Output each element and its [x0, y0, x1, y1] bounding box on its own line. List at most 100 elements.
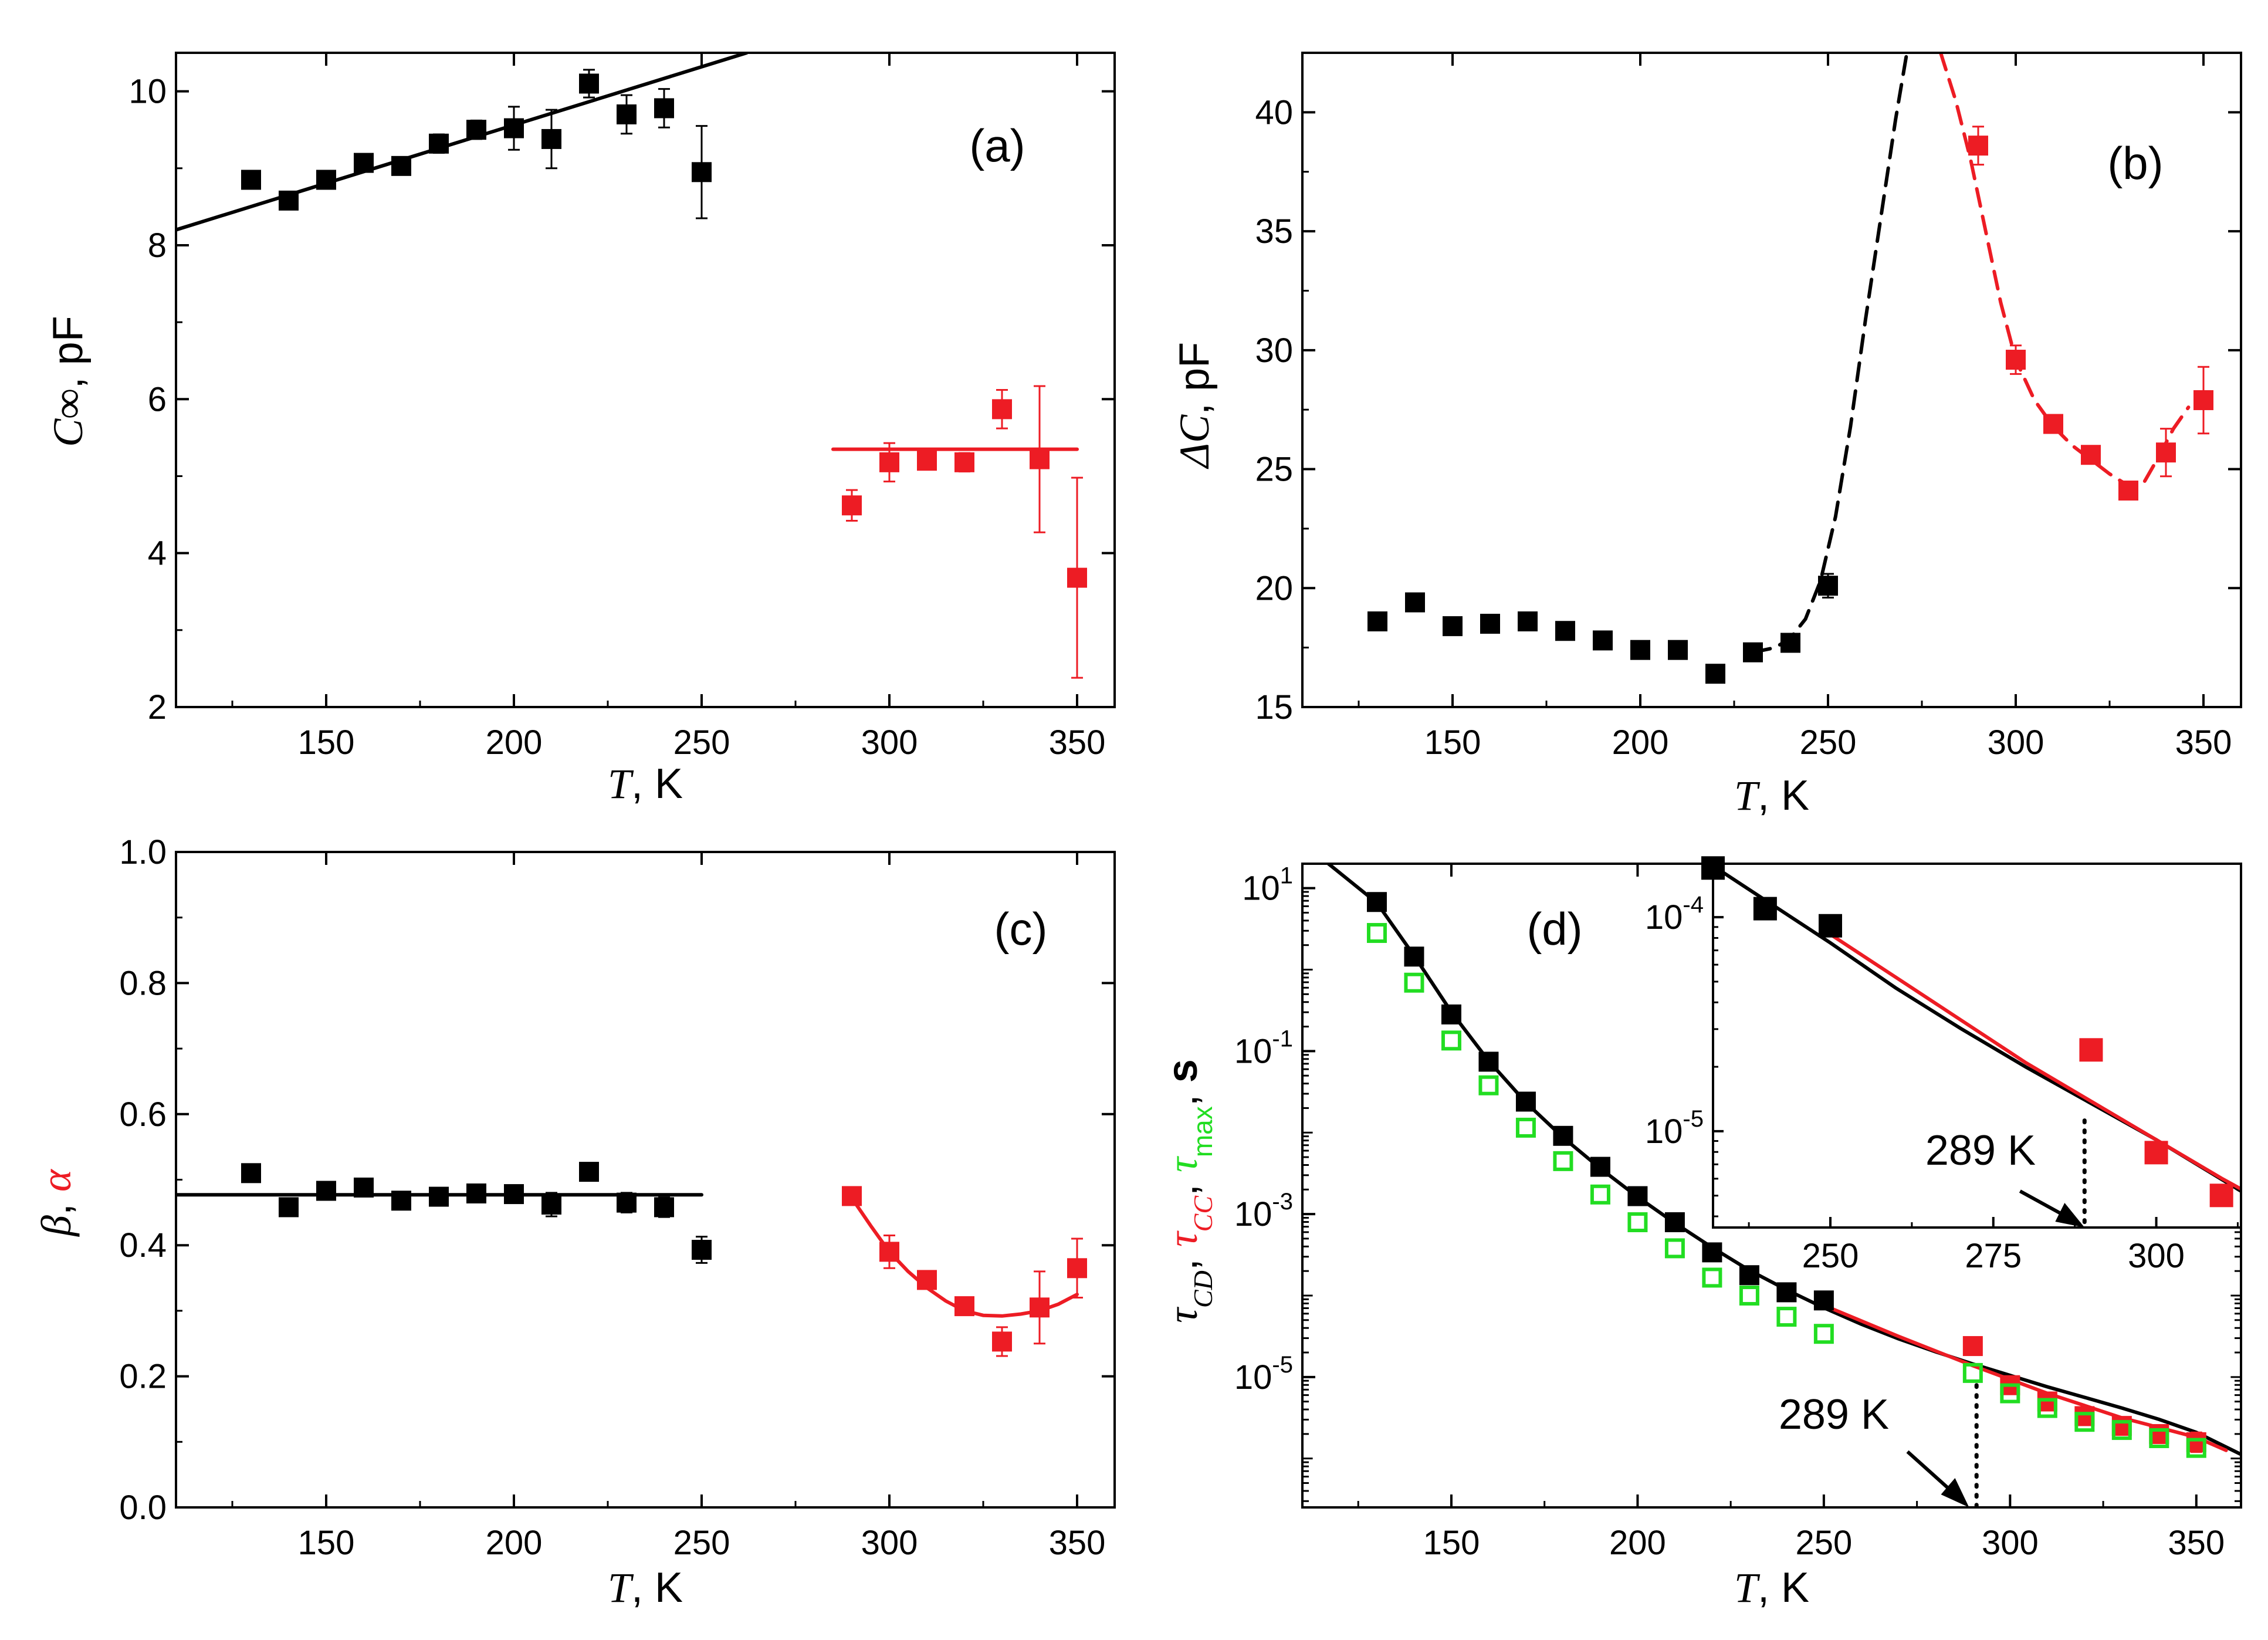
panel-d-inset-point-tau_CD_inset: [1819, 914, 1842, 938]
panel-a-point-red: [842, 495, 862, 516]
panel-a-xlabel-var: T: [608, 760, 634, 807]
panel-a-xtick-label: 150: [298, 723, 355, 762]
panel-d-ylabel-sub-max: max: [1187, 1106, 1218, 1157]
panel-d-point-tau_max: [1664, 1238, 1685, 1259]
panel-a-xlabel: T, K: [608, 760, 683, 807]
panel-d-point-tau_max: [1441, 1030, 1461, 1051]
panel-c-ytick-label: 0.6: [119, 1095, 167, 1134]
panel-d-point-tau_max: [2186, 1438, 2206, 1458]
panel-a-point-black: [692, 162, 712, 182]
panel-a-point-black: [466, 120, 486, 140]
panel-d-inset-arrow-head: [2055, 1203, 2085, 1228]
panel-d-point-tau_CD: [1478, 1051, 1499, 1072]
panel-d-point-tau_max: [2000, 1383, 2020, 1404]
panel-d-inset-ytick-label: 10-4: [1645, 892, 1704, 936]
panel-b-point-black: [1593, 630, 1613, 651]
panel-c-xtick-label: 300: [861, 1524, 918, 1562]
panel-d-point-tau_max: [1962, 1362, 1983, 1383]
panel-d-inset-point-tau_CC_inset: [2209, 1183, 2233, 1208]
panel-b-point-red: [1968, 136, 1988, 156]
panel-c-point-red: [954, 1296, 974, 1317]
panel-d-ytick-exp: -1: [1272, 1026, 1293, 1051]
panel-c-point-black: [279, 1197, 299, 1218]
panel-c-point-red: [1030, 1297, 1050, 1318]
panel-d-point-tau_CD: [1515, 1091, 1536, 1112]
panel-d-point-tau_max: [2037, 1398, 2057, 1418]
panel-d-inset-ytick-base: 10: [1645, 1113, 1683, 1151]
panel-c-point-black: [692, 1240, 712, 1260]
panel-b-line-red-dashed: [1939, 53, 2191, 488]
panel-d-point-tau_CD: [1627, 1186, 1648, 1206]
panel-c-xlabel: T, K: [608, 1564, 683, 1611]
panel-d-xlabel-unit: , K: [1758, 1564, 1809, 1611]
panel-b-xlabel: T, K: [1734, 772, 1809, 819]
panel-a-ytick-label: 6: [148, 380, 167, 418]
panel-b-xlabel-unit: , K: [1758, 772, 1809, 819]
panel-b-xtick-label: 150: [1424, 723, 1481, 762]
panel-c-marks: 150 200 250 300 350 0.0 0.2 0.4 0.6 0.8 1.0: [119, 833, 1115, 1562]
panel-a-point-black: [241, 170, 261, 190]
panel-c-point-black: [429, 1186, 449, 1207]
panel-d-annotation: 289 K: [1779, 1391, 1889, 1438]
panel-a-ylabel-var: C: [45, 418, 92, 447]
panel-b-point-black: [1630, 640, 1650, 660]
panel-d-ytick-base: 10: [1234, 1032, 1272, 1070]
panel-d-xtick-label: 350: [2168, 1524, 2225, 1562]
panel-c-ytick-label: 0.0: [119, 1489, 167, 1527]
panel-b-point-red: [2193, 390, 2213, 410]
panel-c-point-black: [241, 1163, 261, 1183]
panel-a-point-red: [992, 399, 1012, 420]
panel-b-point-red: [2043, 414, 2063, 434]
panel-a-marks: 150 200 250 300 350 2 4 6 8 10: [128, 53, 1115, 762]
panel-a-xtick-label: 250: [673, 723, 730, 762]
panel-c-ytick-label: 0.4: [119, 1226, 167, 1264]
panel-d-ytick-exp: -3: [1272, 1189, 1293, 1215]
panel-d-point-tau_max: [1813, 1324, 1834, 1344]
panel-d-inset-xtick-label: 250: [1802, 1237, 1859, 1275]
panel-a-ytick-label: 2: [148, 688, 167, 726]
panel-b-point-black: [1405, 592, 1425, 613]
panel-d-ytick-label: 10-5: [1234, 1352, 1293, 1396]
panel-c-point-black: [466, 1183, 486, 1203]
panel-d-inset-ytick-label: 10-5: [1645, 1106, 1704, 1151]
panel-a-ytick-label: 8: [148, 226, 167, 265]
panel-b-point-black: [1518, 611, 1538, 632]
panel-c-point-red: [917, 1270, 937, 1290]
panel-c-ytick-label: 0.2: [119, 1358, 167, 1396]
panel-d-inset-xtick-label: 300: [2128, 1237, 2185, 1275]
panel-d-xtick-label: 300: [1982, 1524, 2039, 1562]
panel-c-ylabel-sep: ,: [33, 1192, 80, 1215]
panel-a-frame: [175, 52, 1116, 708]
panel-b-frame: [1301, 52, 2242, 708]
panel-d-point-tau_max: [1739, 1285, 1759, 1306]
panel-b-ytick-label: 35: [1255, 212, 1293, 251]
panel-d-point-tau_max: [1590, 1184, 1610, 1205]
panel-b-point-black: [1780, 633, 1800, 653]
panel-c-xtick-label: 150: [298, 1524, 355, 1562]
panel-a-xtick-label: 200: [486, 723, 543, 762]
panel-b-marks: 150 200 250 300 350 15 20 25 30 35 40: [1255, 53, 2241, 762]
panel-c-point-red: [992, 1331, 1012, 1352]
panel-d-point-tau_CD: [1404, 946, 1424, 967]
panel-c-point-red: [879, 1242, 899, 1262]
panel-a-ytick-label: 10: [128, 73, 167, 111]
panel-a-point-black: [429, 133, 449, 154]
panel-d-arrow-head: [1941, 1478, 1969, 1507]
panel-c-xlabel-var: T: [608, 1564, 634, 1611]
panel-d-point-tau_max: [1478, 1075, 1499, 1095]
panel-c-xtick-label: 250: [673, 1524, 730, 1562]
panel-c-point-black: [316, 1181, 336, 1201]
panel-d-ylabel-tau-max: τ: [1159, 1156, 1206, 1172]
panel-c-point-black: [654, 1197, 674, 1218]
panel-d-ylabel-sub-cd: CD: [1188, 1270, 1218, 1308]
panel-a-point-black: [617, 104, 637, 124]
panel-b: 150 200 250 300 350 15 20 25 30 35 40 (b) T, K ΔC,…: [1171, 52, 2242, 819]
panel-b-xlabel-var: T: [1734, 772, 1761, 819]
panel-d-xlabel: T, K: [1734, 1564, 1809, 1611]
panel-d-point-tau_max: [1404, 972, 1424, 993]
panel-b-point-black: [1818, 576, 1838, 596]
panel-a-point-red: [917, 451, 937, 471]
panel-d-label: (d): [1526, 903, 1582, 955]
